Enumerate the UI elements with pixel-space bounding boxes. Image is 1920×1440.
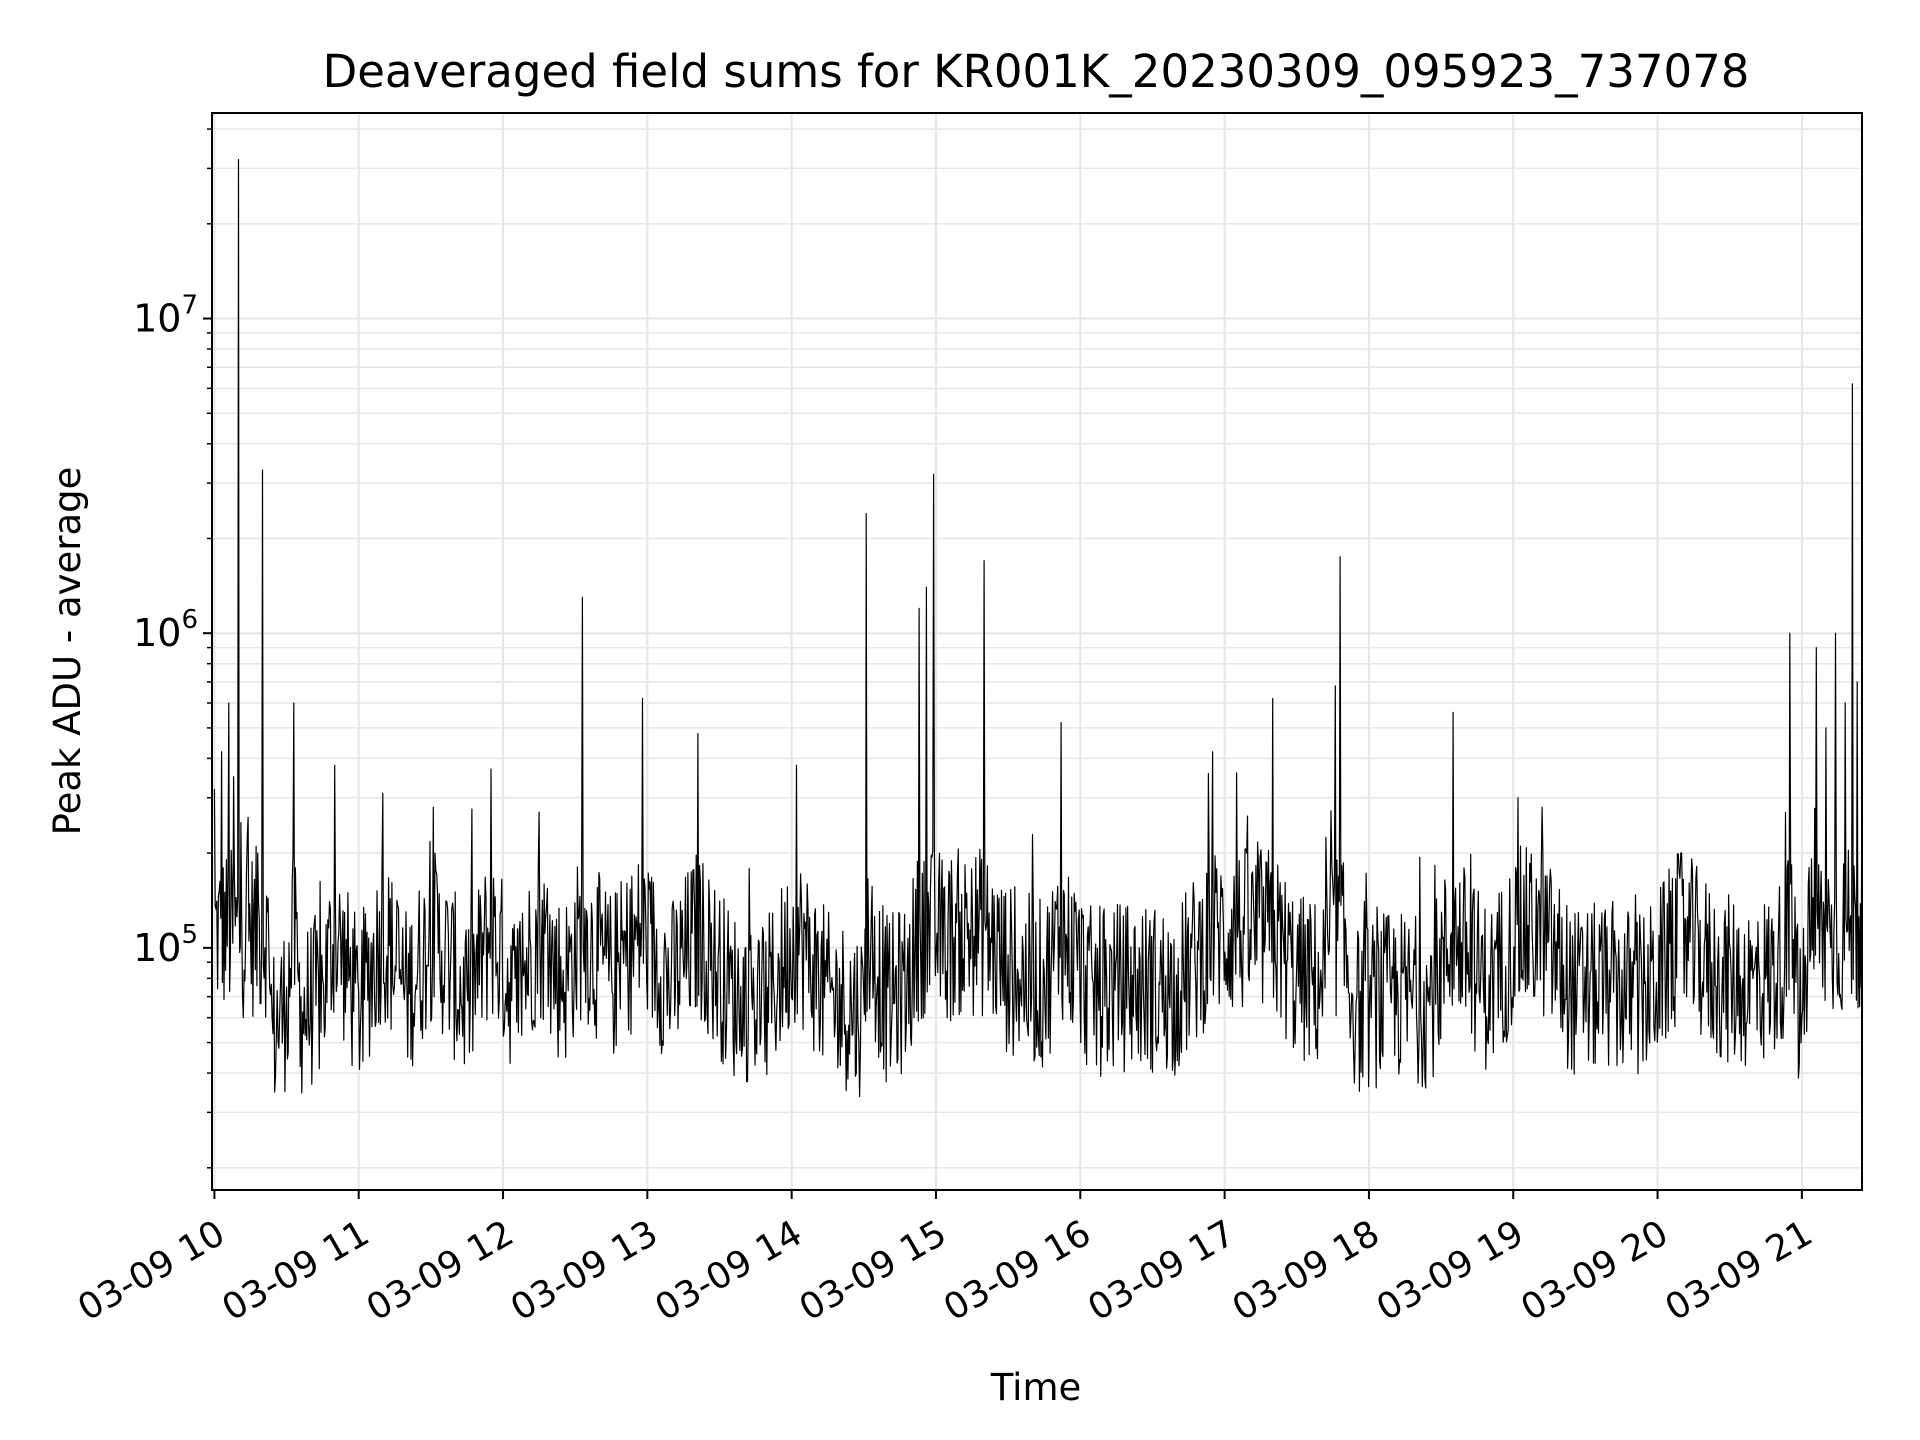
series-line [213, 159, 1863, 1098]
series-layer [213, 159, 1863, 1098]
y-axis: 105 106 107 [133, 128, 212, 1169]
chart-title: Deaveraged field sums for KR001K_2023030… [323, 45, 1750, 98]
y-tick-label: 105 [133, 920, 198, 970]
y-axis-label: Peak ADU - average [46, 467, 89, 836]
plot-frame [211, 112, 1863, 1191]
y-tick-label: 106 [133, 605, 198, 655]
y-tick-label: 107 [133, 291, 198, 341]
x-axis-label: Time [990, 1366, 1082, 1409]
